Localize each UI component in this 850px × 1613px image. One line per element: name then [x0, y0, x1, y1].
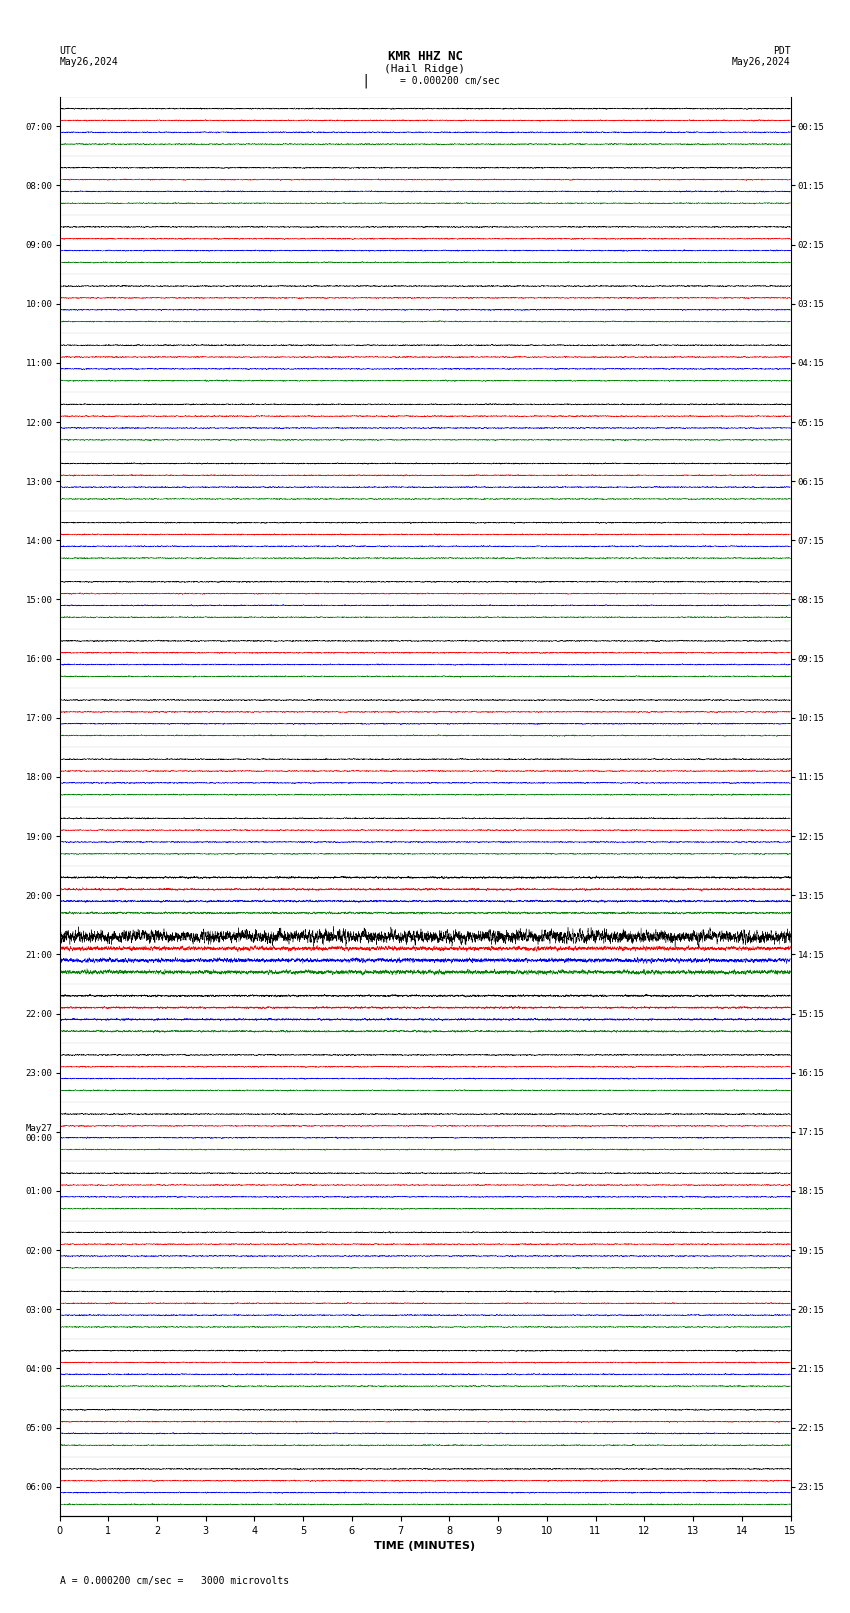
Text: A = 0.000200 cm/sec =   3000 microvolts: A = 0.000200 cm/sec = 3000 microvolts: [60, 1576, 289, 1586]
Text: UTC
May26,2024: UTC May26,2024: [60, 45, 118, 68]
Text: (Hail Ridge): (Hail Ridge): [384, 65, 466, 74]
Text: = 0.000200 cm/sec: = 0.000200 cm/sec: [400, 76, 499, 85]
Text: PDT
May26,2024: PDT May26,2024: [732, 45, 791, 68]
Text: |: |: [361, 74, 370, 87]
X-axis label: TIME (MINUTES): TIME (MINUTES): [375, 1542, 475, 1552]
Text: KMR HHZ NC: KMR HHZ NC: [388, 50, 462, 63]
